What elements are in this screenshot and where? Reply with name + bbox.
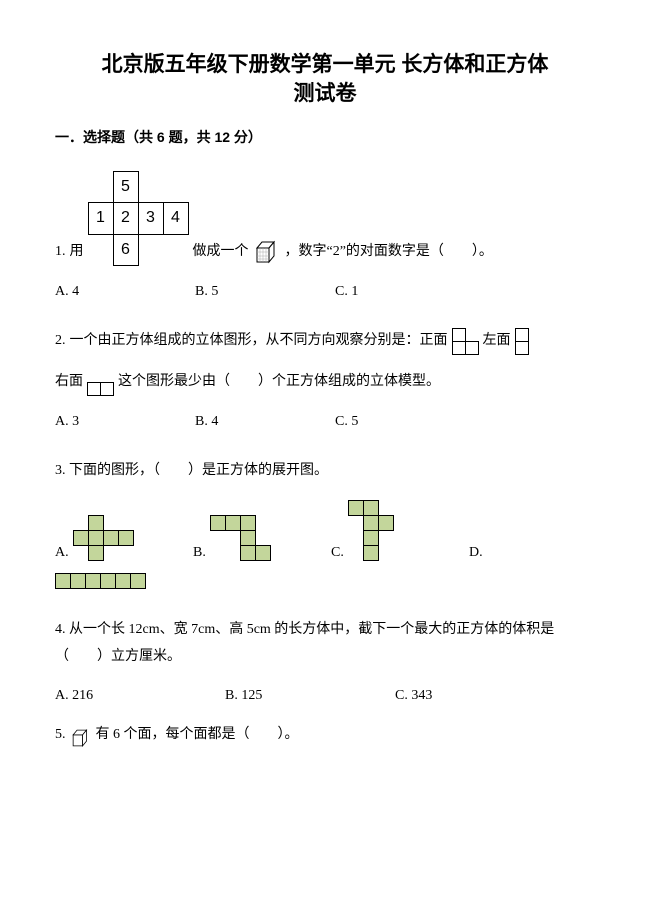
q2-text1a: 一个由正方体组成的立体图形，从不同方向观察分别是：正面: [70, 328, 448, 355]
q5-text: 有 6 个面，每个面都是（ ）。: [96, 722, 299, 749]
q1-options: A. 4 B. 5 C. 1: [55, 284, 595, 300]
q2-right-view-icon: [87, 369, 114, 396]
q2-text1b: 左面: [483, 328, 511, 355]
q2-front-view-icon: [452, 328, 479, 355]
q2-text2b: 这个图形最少由（ ）个正方体组成的立体模型。: [118, 369, 440, 396]
q1-num: 1.: [55, 239, 66, 266]
q4-opt-b: B. 125: [225, 688, 395, 704]
q1-opt-b: B. 5: [195, 284, 335, 300]
question-4: 4. 从一个长 12cm、宽 7cm、高 5cm 的长方体中，截下一个最大的正方…: [55, 617, 595, 670]
q1-net-figure: 5 1234 6: [88, 171, 189, 266]
q1-mid: 做成一个: [193, 239, 249, 266]
q2-opt-b: B. 4: [195, 414, 335, 430]
q2-text2a: 右面: [55, 369, 83, 396]
cube-icon: [70, 722, 92, 749]
q4-opt-c: C. 343: [395, 688, 565, 704]
q2-options: A. 3 B. 4 C. 5: [55, 414, 595, 430]
q3-opt-c-label: C.: [331, 545, 344, 561]
title-line2: 测试卷: [294, 82, 357, 105]
q1-pre: 用: [70, 239, 84, 266]
q3-opt-b-label: B.: [193, 545, 206, 561]
q3-num: 3.: [55, 463, 66, 478]
q1-opt-c: C. 1: [335, 284, 475, 300]
q1-post: ，数字“2”的对面数字是（ ）。: [285, 239, 493, 266]
title-line1: 北京版五年级下册数学第一单元 长方体和正方体: [102, 53, 549, 76]
q2-opt-a: A. 3: [55, 414, 195, 430]
q2-num: 2.: [55, 328, 66, 355]
cube-icon: [253, 238, 281, 266]
q3-options-row: A. B. C.: [55, 500, 595, 561]
q3-opt-a-label: A.: [55, 545, 69, 561]
q3-net-d-icon: [55, 571, 595, 589]
question-2: 2. 一个由正方体组成的立体图形，从不同方向观察分别是：正面 左面 右面 这个图…: [55, 328, 595, 396]
q2-opt-c: C. 5: [335, 414, 475, 430]
q3-opt-d-label: D.: [469, 545, 483, 561]
page-title: 北京版五年级下册数学第一单元 长方体和正方体 测试卷: [55, 50, 595, 109]
q3-net-c-icon: [348, 500, 394, 561]
q3-text: 下面的图形，（ ）是正方体的展开图。: [69, 463, 328, 478]
q4-opt-a: A. 216: [55, 688, 225, 704]
question-1: 1. 用 5 1234 6 做成一个: [55, 165, 595, 266]
q1-opt-a: A. 4: [55, 284, 195, 300]
q3-net-b-icon: [210, 515, 271, 561]
q3-net-a-icon: [73, 515, 134, 561]
page: 北京版五年级下册数学第一单元 长方体和正方体 测试卷 一．选择题（共 6 题，共…: [0, 0, 650, 791]
question-3: 3. 下面的图形，（ ）是正方体的展开图。: [55, 458, 595, 485]
q4-num: 4.: [55, 622, 66, 637]
q4-options: A. 216 B. 125 C. 343: [55, 688, 595, 704]
question-5: 5. 有 6 个面，每个面都是（ ）。: [55, 722, 595, 749]
q5-num: 5.: [55, 722, 66, 749]
section-header: 一．选择题（共 6 题，共 12 分）: [55, 127, 595, 147]
q2-left-view-icon: [515, 328, 529, 355]
q4-text: 从一个长 12cm、宽 7cm、高 5cm 的长方体中，截下一个最大的正方体的体…: [55, 622, 554, 664]
